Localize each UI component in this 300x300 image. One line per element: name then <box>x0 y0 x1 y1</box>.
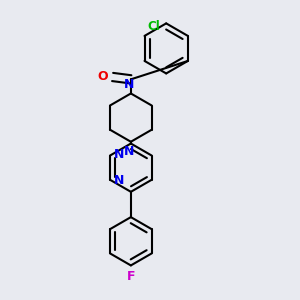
Text: N: N <box>124 77 135 91</box>
Text: N: N <box>124 145 135 158</box>
Text: N: N <box>113 148 124 161</box>
Text: F: F <box>127 270 135 283</box>
Text: O: O <box>98 70 108 83</box>
Text: Cl: Cl <box>148 20 160 33</box>
Text: N: N <box>113 174 124 188</box>
